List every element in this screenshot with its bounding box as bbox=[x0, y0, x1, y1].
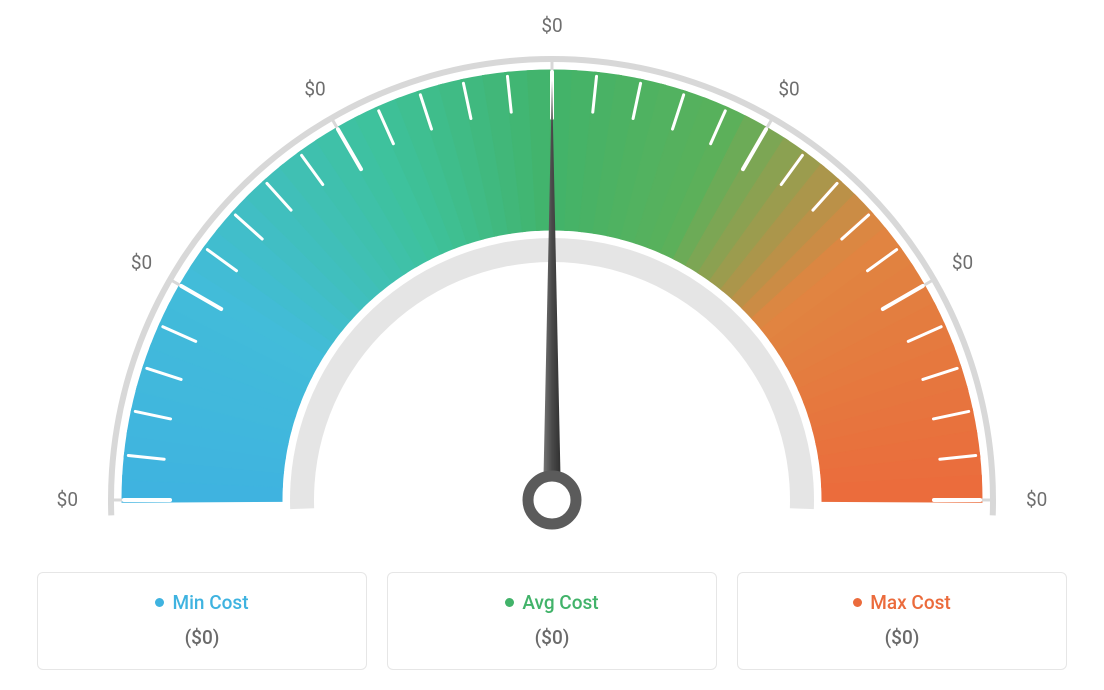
scale-label: $0 bbox=[778, 78, 799, 101]
card-min-title: Min Cost bbox=[155, 591, 248, 614]
scale-label: $0 bbox=[57, 488, 78, 511]
card-avg-label: Avg Cost bbox=[522, 591, 598, 614]
card-min-cost: Min Cost ($0) bbox=[37, 572, 367, 670]
scale-label: $0 bbox=[131, 251, 152, 274]
legend-cards: Min Cost ($0) Avg Cost ($0) Max Cost ($0… bbox=[37, 572, 1067, 670]
scale-label: $0 bbox=[541, 14, 562, 37]
card-max-cost: Max Cost ($0) bbox=[737, 572, 1067, 670]
card-max-value: ($0) bbox=[762, 626, 1042, 649]
scale-label: $0 bbox=[1026, 488, 1047, 511]
dot-max-icon bbox=[853, 598, 862, 607]
card-avg-cost: Avg Cost ($0) bbox=[387, 572, 717, 670]
gauge-chart: $0 $0 $0 $0 $0 $0 $0 bbox=[52, 0, 1052, 540]
needle-pivot bbox=[528, 476, 576, 524]
card-min-value: ($0) bbox=[62, 626, 342, 649]
dot-avg-icon bbox=[505, 598, 514, 607]
scale-label: $0 bbox=[304, 78, 325, 101]
gauge-svg: $0 $0 $0 $0 $0 $0 $0 bbox=[52, 0, 1052, 540]
card-max-label: Max Cost bbox=[870, 591, 950, 614]
scale-label: $0 bbox=[952, 251, 973, 274]
card-avg-value: ($0) bbox=[412, 626, 692, 649]
card-avg-title: Avg Cost bbox=[505, 591, 598, 614]
dot-min-icon bbox=[155, 598, 164, 607]
card-min-label: Min Cost bbox=[172, 591, 248, 614]
card-max-title: Max Cost bbox=[853, 591, 950, 614]
